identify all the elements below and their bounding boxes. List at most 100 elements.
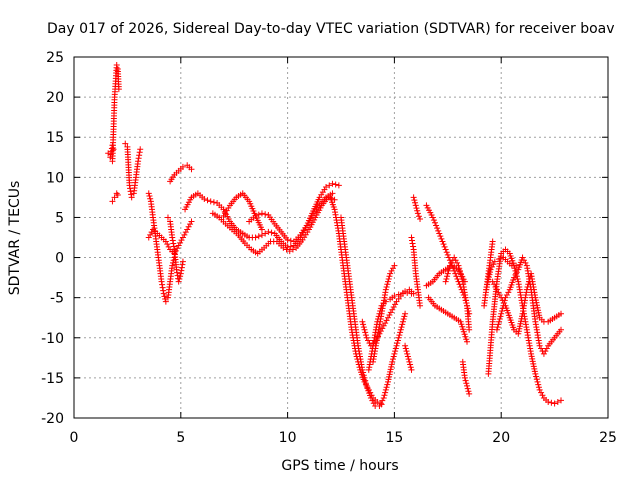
data-point [176, 275, 183, 282]
data-point [386, 273, 393, 280]
series-s12 [246, 180, 342, 245]
data-point [207, 198, 214, 205]
data-point [451, 254, 458, 261]
data-point [497, 313, 504, 320]
data-point [255, 233, 262, 240]
data-point [380, 394, 387, 401]
data-point [410, 194, 417, 201]
data-point [401, 313, 408, 320]
data-point [376, 402, 383, 409]
data-point [442, 246, 449, 253]
data-point [395, 291, 402, 298]
data-point [406, 358, 413, 365]
data-point [382, 286, 389, 293]
data-point [201, 195, 208, 202]
y-tick-label: 25 [46, 50, 64, 66]
data-point [391, 262, 398, 269]
data-point [459, 275, 466, 282]
data-point [377, 400, 384, 407]
data-point [210, 199, 217, 206]
y-tick-label: 15 [46, 130, 64, 146]
data-point [362, 332, 369, 339]
data-point [110, 146, 117, 153]
data-point [392, 345, 399, 352]
data-point [533, 373, 540, 380]
data-point [258, 210, 265, 217]
data-point [165, 243, 172, 250]
data-point [386, 312, 393, 319]
data-point [384, 314, 391, 321]
data-point [265, 228, 272, 235]
data-point [528, 353, 535, 360]
series-s23 [425, 294, 471, 345]
data-point [542, 348, 549, 355]
data-point [280, 244, 287, 251]
data-point [441, 243, 448, 250]
data-point [538, 389, 545, 396]
x-tick-label: 10 [279, 430, 297, 446]
data-point [485, 274, 492, 281]
data-point [464, 385, 471, 392]
data-point [430, 217, 437, 224]
data-point [539, 392, 546, 399]
y-tick-label: -15 [41, 371, 64, 387]
x-axis-label: GPS time / hours [281, 458, 398, 474]
data-point [409, 237, 416, 244]
x-tick-label: 15 [385, 430, 403, 446]
data-point [359, 366, 366, 373]
data-point [287, 237, 294, 244]
data-point [499, 305, 506, 312]
data-point [515, 330, 522, 337]
data-point [386, 371, 393, 378]
data-point [496, 256, 503, 263]
data-point [323, 183, 330, 190]
data-point [393, 342, 400, 349]
data-point [329, 180, 336, 187]
data-point [404, 353, 411, 360]
data-point [396, 332, 403, 339]
data-point [511, 274, 518, 281]
data-point [389, 356, 396, 363]
series-s18 [402, 342, 415, 373]
data-point [188, 166, 195, 173]
data-point [177, 273, 184, 280]
data-point [548, 399, 555, 406]
data-point [169, 234, 176, 241]
data-point [535, 309, 542, 316]
data-point [516, 325, 523, 332]
data-point [417, 216, 424, 223]
series-s28 [493, 254, 565, 357]
data-point [286, 248, 293, 255]
series-s29 [481, 238, 496, 309]
data-point [513, 270, 520, 277]
data-point [511, 265, 518, 272]
y-tick-label: -5 [50, 291, 64, 307]
data-point [111, 194, 118, 201]
data-point [454, 259, 461, 266]
data-point [182, 229, 189, 236]
data-point [162, 238, 169, 245]
data-point [148, 229, 155, 236]
data-point [407, 361, 414, 368]
data-point [387, 270, 394, 277]
data-point [501, 297, 508, 304]
data-point [181, 231, 188, 238]
data-point [382, 389, 389, 396]
plot-frame [73, 56, 609, 419]
data-point [486, 269, 493, 276]
data-point [410, 243, 417, 250]
data-point [492, 283, 499, 290]
data-point [434, 225, 441, 232]
data-point [460, 326, 467, 333]
data-point [442, 278, 449, 285]
data-point [496, 316, 503, 323]
data-point [407, 364, 414, 371]
x-tick-label: 5 [176, 430, 185, 446]
data-point [485, 276, 492, 283]
y-tick-label: -10 [41, 331, 64, 347]
data-point [532, 370, 539, 377]
data-point [109, 198, 116, 205]
data-point [488, 263, 495, 270]
y-tick-label: 10 [46, 170, 64, 186]
data-point [417, 302, 424, 309]
